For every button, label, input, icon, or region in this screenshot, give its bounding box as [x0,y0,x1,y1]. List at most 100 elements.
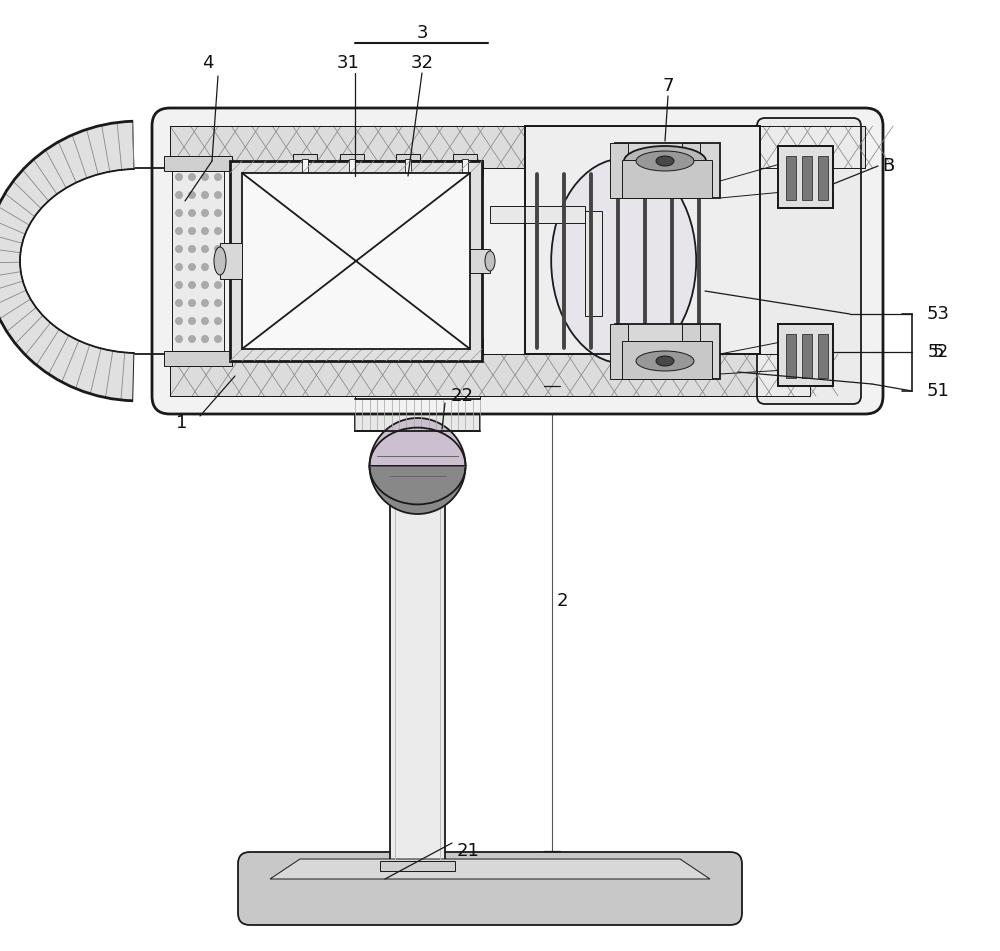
Bar [490,206,585,223]
Bar [401,171,415,351]
Bar [525,126,760,354]
Bar [786,334,796,378]
Bar [288,338,483,354]
Bar [345,171,359,351]
Bar [682,324,700,379]
Circle shape [214,317,222,325]
Text: 51: 51 [927,382,949,400]
Text: 22: 22 [450,387,474,405]
FancyBboxPatch shape [238,852,742,925]
Polygon shape [0,121,134,400]
Polygon shape [270,859,710,879]
Circle shape [201,263,209,271]
Bar [164,351,232,366]
Bar [453,334,477,354]
Circle shape [188,209,196,217]
Circle shape [201,191,209,199]
Bar [170,126,865,168]
Wedge shape [370,466,465,514]
Text: 31: 31 [337,54,359,72]
Bar [164,156,232,171]
Text: 5: 5 [932,343,944,361]
Bar [525,126,760,354]
Circle shape [188,263,196,271]
Circle shape [188,281,196,289]
Ellipse shape [636,351,694,371]
Text: 2: 2 [556,592,568,610]
Circle shape [201,245,209,253]
Circle shape [188,191,196,199]
Circle shape [188,173,196,181]
Bar [230,161,482,361]
Bar [778,146,833,208]
Circle shape [214,263,222,271]
Circle shape [175,299,183,307]
Text: 4: 4 [202,54,214,72]
Bar [682,143,700,198]
Bar [288,160,483,176]
Bar [802,156,812,200]
Text: 21: 21 [457,842,479,860]
Text: B: B [882,157,894,175]
Polygon shape [380,861,455,871]
Bar [622,341,712,379]
Circle shape [175,173,183,181]
Circle shape [214,245,222,253]
Bar [802,334,812,378]
Bar [355,396,480,399]
Circle shape [214,191,222,199]
Bar [462,159,468,324]
Circle shape [214,335,222,343]
Text: 7: 7 [662,77,674,95]
Bar [396,334,420,354]
Circle shape [175,245,183,253]
Circle shape [175,209,183,217]
Circle shape [214,281,222,289]
Circle shape [188,299,196,307]
Circle shape [188,245,196,253]
Circle shape [214,227,222,235]
Bar [458,171,472,351]
Bar [170,354,810,396]
Circle shape [175,317,183,325]
Bar [293,154,317,174]
Wedge shape [370,418,465,466]
Text: 32: 32 [411,54,434,72]
Circle shape [201,281,209,289]
Bar [172,171,224,351]
Bar [610,324,628,379]
Bar [470,249,490,273]
Text: 3: 3 [416,24,428,42]
Circle shape [214,209,222,217]
Circle shape [188,227,196,235]
Circle shape [175,227,183,235]
Circle shape [175,281,183,289]
FancyBboxPatch shape [757,118,861,404]
Bar [396,154,420,174]
Bar [818,156,828,200]
Bar [585,211,602,316]
Bar [405,159,411,324]
Circle shape [175,335,183,343]
Bar [340,154,364,174]
Bar [453,154,477,174]
Bar [170,126,865,168]
Circle shape [188,317,196,325]
Ellipse shape [656,356,674,366]
Bar [818,334,828,378]
Text: 52: 52 [927,343,949,361]
Text: 53: 53 [927,305,950,323]
Bar [349,159,355,324]
Bar [622,160,712,198]
Text: 1: 1 [176,414,188,432]
Bar [298,171,312,351]
Ellipse shape [624,146,706,176]
Bar [786,156,796,200]
Bar [242,173,470,349]
Circle shape [201,335,209,343]
Bar [615,324,720,379]
Bar [778,146,833,208]
Bar [293,334,317,354]
Ellipse shape [636,151,694,171]
Circle shape [214,173,222,181]
